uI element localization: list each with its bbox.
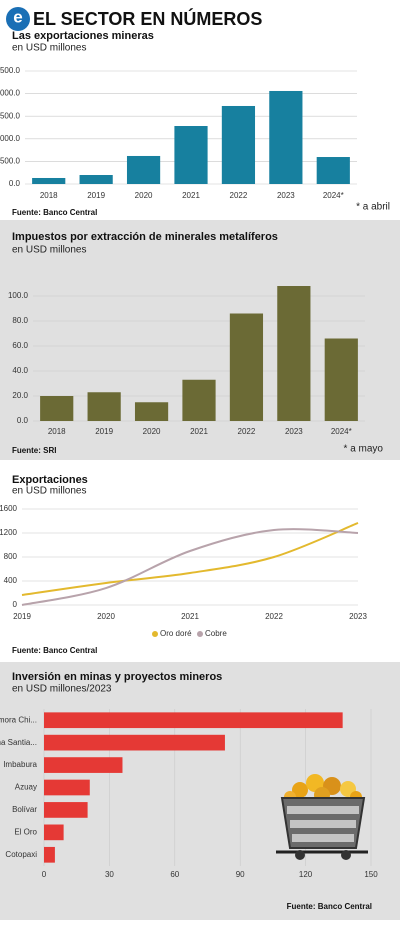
chart-title: Inversión en minas y proyectos mineros bbox=[12, 671, 222, 683]
x-tick-label: 2021 bbox=[190, 427, 208, 436]
x-tick-label: 2020 bbox=[97, 612, 115, 621]
note: * a mayo bbox=[344, 444, 384, 455]
x-tick-label: 2018 bbox=[48, 427, 66, 436]
y-tick-label: 1500.0 bbox=[0, 111, 21, 120]
legend-swatch bbox=[197, 631, 203, 637]
x-tick-label: 2022 bbox=[265, 612, 283, 621]
bar bbox=[277, 286, 311, 421]
line bbox=[21, 522, 359, 596]
x-tick-label: 30 bbox=[105, 870, 114, 879]
legend-swatch bbox=[152, 631, 158, 637]
y-tick-label: 1600 bbox=[0, 504, 18, 513]
y-tick-label: Morona Santia... bbox=[0, 738, 37, 747]
y-tick-label: 100.0 bbox=[8, 291, 29, 300]
bar bbox=[44, 824, 64, 841]
x-tick-label: 2022 bbox=[230, 191, 248, 200]
x-tick-label: 60 bbox=[170, 870, 179, 879]
y-tick-label: 0.0 bbox=[9, 179, 21, 188]
y-tick-label: 60.0 bbox=[12, 341, 28, 350]
bar bbox=[269, 90, 303, 184]
source: Fuente: Banco Central bbox=[287, 902, 372, 911]
source: Fuente: Banco Central bbox=[12, 208, 97, 217]
y-tick-label: 2500.0 bbox=[0, 66, 21, 75]
x-tick-label: 2022 bbox=[238, 427, 256, 436]
y-tick-label: 500.0 bbox=[0, 157, 21, 166]
mine-cart bbox=[276, 774, 368, 860]
bar bbox=[32, 177, 66, 184]
x-tick-label: 2023 bbox=[277, 191, 295, 200]
bar bbox=[44, 779, 90, 796]
x-tick-label: 2020 bbox=[135, 191, 153, 200]
x-tick-label: 150 bbox=[364, 870, 378, 879]
x-tick-label: 2019 bbox=[13, 612, 31, 621]
bar bbox=[44, 734, 225, 751]
source: Fuente: Banco Central bbox=[12, 646, 97, 655]
y-tick-label: Bolívar bbox=[12, 805, 37, 814]
bar bbox=[134, 402, 169, 421]
x-tick-label: 2023 bbox=[285, 427, 303, 436]
bar bbox=[87, 392, 121, 421]
y-tick-label: 80.0 bbox=[12, 316, 28, 325]
bar bbox=[221, 105, 256, 184]
bar bbox=[182, 379, 216, 421]
bar bbox=[324, 338, 358, 421]
line bbox=[21, 528, 359, 606]
bar bbox=[44, 712, 343, 729]
chart-title: Las exportaciones mineras bbox=[12, 30, 154, 42]
chart-subtitle: en USD millones bbox=[12, 486, 86, 497]
bar bbox=[126, 155, 161, 184]
chart-title: Impuestos por extracción de minerales me… bbox=[12, 231, 278, 243]
x-tick-label: 2023 bbox=[349, 612, 367, 621]
x-tick-label: 2019 bbox=[87, 191, 105, 200]
bar bbox=[44, 757, 123, 773]
x-tick-label: 2020 bbox=[143, 427, 161, 436]
y-tick-label: 1000.0 bbox=[0, 134, 21, 143]
y-tick-label: 0 bbox=[13, 600, 18, 609]
x-tick-label: 120 bbox=[299, 870, 313, 879]
x-tick-label: 2018 bbox=[40, 191, 58, 200]
bar bbox=[316, 157, 350, 184]
logo-letter: e bbox=[13, 7, 22, 26]
y-tick-label: 800 bbox=[4, 552, 18, 561]
bar bbox=[229, 313, 264, 421]
x-tick-label: 2021 bbox=[181, 612, 199, 621]
y-tick-label: Imbabura bbox=[3, 760, 37, 769]
source: Fuente: SRI bbox=[12, 446, 56, 455]
chart-subtitle: en USD millones bbox=[12, 43, 86, 54]
y-tick-label: El Oro bbox=[14, 827, 37, 836]
bar bbox=[44, 802, 88, 818]
x-tick-label: 0 bbox=[42, 870, 47, 879]
x-tick-label: 2024* bbox=[323, 191, 344, 200]
y-tick-label: 2000.0 bbox=[0, 89, 21, 98]
chart-subtitle: en USD millones/2023 bbox=[12, 684, 112, 695]
bar bbox=[44, 846, 55, 863]
x-tick-label: 90 bbox=[236, 870, 245, 879]
y-tick-label: 20.0 bbox=[12, 391, 28, 400]
bar bbox=[40, 396, 74, 421]
logo bbox=[6, 7, 30, 31]
bar bbox=[174, 126, 208, 184]
x-tick-label: 2021 bbox=[182, 191, 200, 200]
y-tick-label: 0.0 bbox=[17, 416, 29, 425]
legend-label: Oro doré bbox=[160, 629, 192, 638]
y-tick-label: 1200 bbox=[0, 528, 18, 537]
y-tick-label: 40.0 bbox=[12, 366, 28, 375]
y-tick-label: Zamora Chi... bbox=[0, 715, 37, 724]
x-tick-label: 2019 bbox=[95, 427, 113, 436]
y-tick-label: Cotopaxi bbox=[5, 850, 37, 859]
y-tick-label: Azuay bbox=[15, 783, 37, 792]
y-tick-label: 400 bbox=[4, 576, 18, 585]
chart-title: Exportaciones bbox=[12, 474, 88, 486]
chart-subtitle: en USD millones bbox=[12, 245, 86, 256]
legend-label: Cobre bbox=[205, 629, 227, 638]
page-title: EL SECTOR EN NÚMEROS bbox=[33, 8, 262, 29]
bar bbox=[79, 175, 113, 184]
x-tick-label: 2024* bbox=[331, 427, 352, 436]
note: * a abril bbox=[356, 202, 390, 213]
